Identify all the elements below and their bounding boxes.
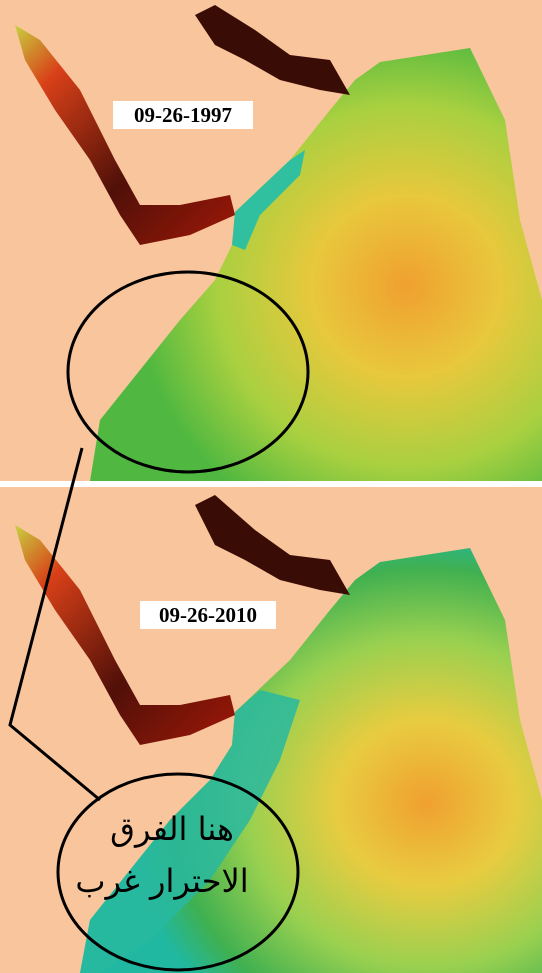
- date-label: 09-26-1997: [134, 103, 232, 127]
- connector-line: [8, 447, 101, 802]
- red-sea: [15, 525, 235, 745]
- highlight-circle: [66, 270, 310, 474]
- red-sea: [15, 25, 235, 245]
- date-box: [113, 101, 253, 129]
- persian-gulf: [195, 5, 350, 95]
- date-box: [140, 601, 276, 629]
- separator: [0, 481, 542, 487]
- annotation-line: هنا الفرق: [110, 810, 234, 848]
- highlight-circle: [56, 772, 300, 972]
- sea: [90, 48, 542, 481]
- coastal-upwelling: [80, 690, 300, 973]
- panel-2010: 09-26-2010 هنا الفرق الاحترار غرب: [0, 487, 542, 973]
- persian-gulf: [195, 495, 350, 595]
- annotation-line: الاحترار غرب: [75, 862, 248, 900]
- coastal-upwelling: [232, 150, 305, 250]
- date-label: 09-26-2010: [159, 603, 257, 627]
- panel-1997: 09-26-1997: [0, 0, 542, 481]
